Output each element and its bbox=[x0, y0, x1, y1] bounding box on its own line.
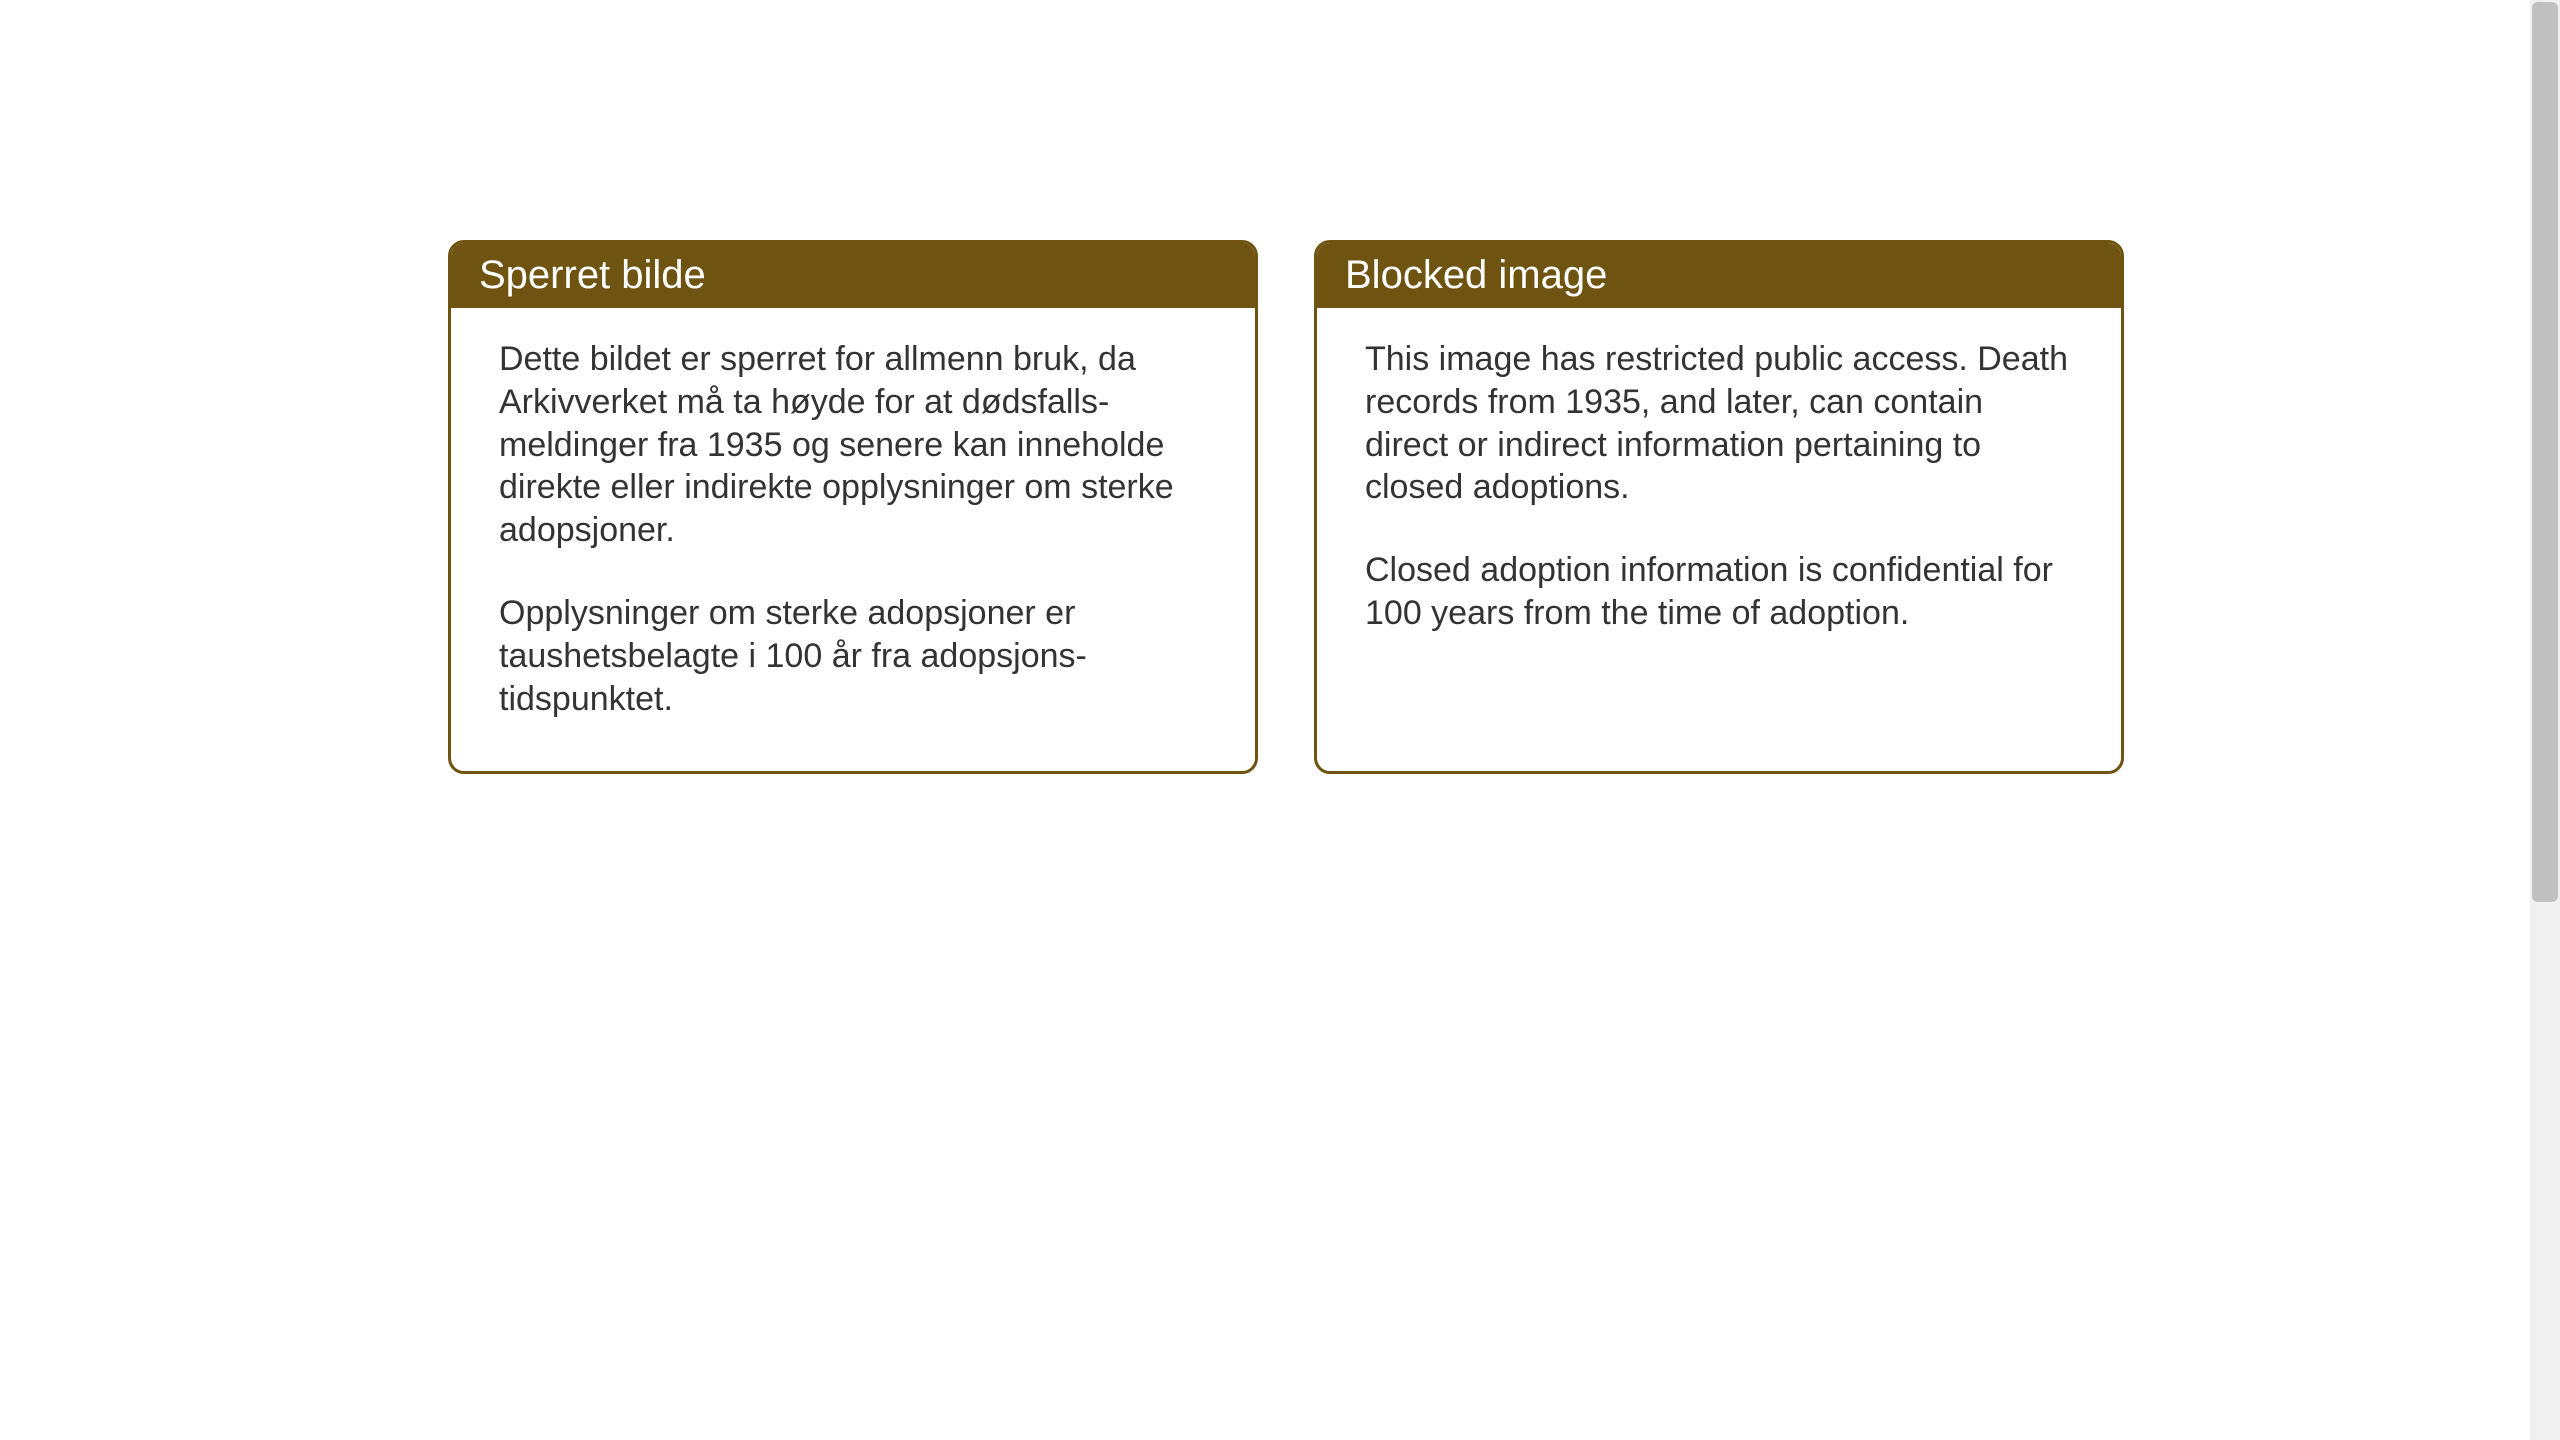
notice-card-norwegian: Sperret bilde Dette bildet er sperret fo… bbox=[448, 240, 1258, 774]
card-header: Sperret bilde bbox=[451, 243, 1255, 308]
card-paragraph-2: Closed adoption information is confident… bbox=[1365, 549, 2073, 635]
card-paragraph-1: Dette bildet er sperret for allmenn bruk… bbox=[499, 338, 1207, 552]
card-title: Blocked image bbox=[1345, 253, 1607, 297]
card-title: Sperret bilde bbox=[479, 253, 706, 297]
card-header: Blocked image bbox=[1317, 243, 2121, 308]
scrollbar-track[interactable] bbox=[2530, 0, 2560, 1440]
card-paragraph-1: This image has restricted public access.… bbox=[1365, 338, 2073, 509]
scrollbar-thumb[interactable] bbox=[2532, 2, 2558, 902]
card-paragraph-2: Opplysninger om sterke adopsjoner er tau… bbox=[499, 592, 1207, 720]
notice-container: Sperret bilde Dette bildet er sperret fo… bbox=[0, 0, 2560, 774]
card-body: Dette bildet er sperret for allmenn bruk… bbox=[451, 308, 1255, 771]
notice-card-english: Blocked image This image has restricted … bbox=[1314, 240, 2124, 774]
card-body: This image has restricted public access.… bbox=[1317, 308, 2121, 685]
